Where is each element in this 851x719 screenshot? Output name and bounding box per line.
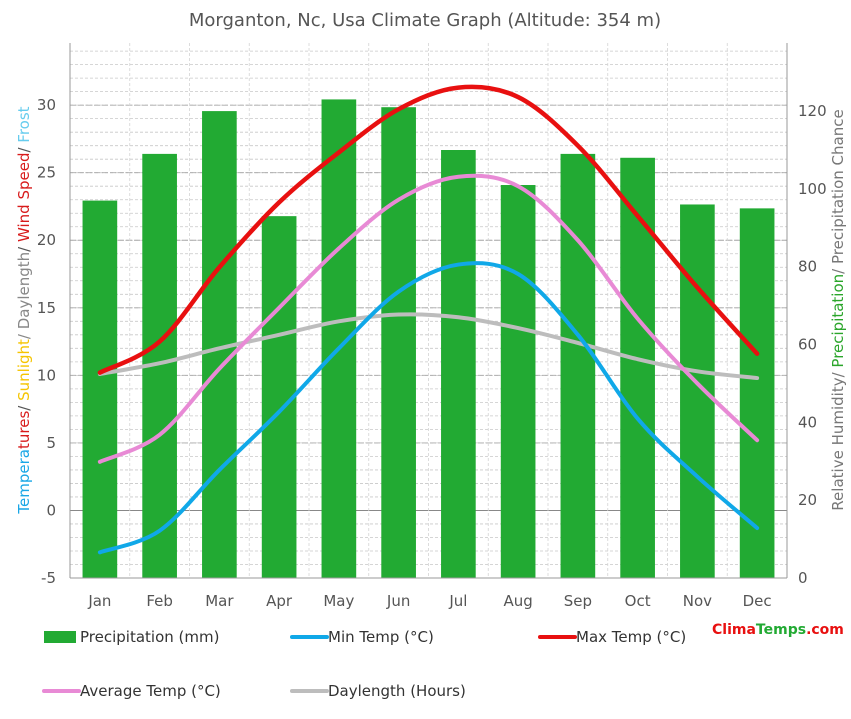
brand-clima: Clima	[712, 622, 756, 638]
legend-label: Precipitation (mm)	[80, 628, 219, 646]
axis-label-part: / Daylength	[15, 252, 33, 339]
axis-label-part: Wind Speed	[15, 153, 33, 243]
brand-com: .com	[806, 622, 844, 638]
left-tick-label: 25	[37, 164, 56, 182]
series-lines	[97, 84, 760, 555]
series-line	[97, 173, 760, 464]
axis-label-part: Relative Humidity/	[829, 368, 847, 511]
x-tick-label: Nov	[683, 592, 712, 610]
x-tick-label: Feb	[146, 592, 173, 610]
precipitation-bar	[560, 153, 596, 578]
chart-title: Morganton, Nc, Usa Climate Graph (Altitu…	[189, 10, 661, 31]
axis-label-part: Tempera	[15, 449, 33, 515]
right-tick-label: 0	[798, 569, 808, 587]
legend-label: Min Temp (°C)	[328, 628, 434, 646]
grid	[69, 43, 788, 579]
right-tick-label: 40	[798, 413, 817, 431]
precipitation-bar	[441, 150, 476, 578]
axis-label-part: /	[15, 143, 33, 153]
left-tick-label: 20	[37, 231, 56, 249]
left-tick-label: -5	[41, 569, 56, 587]
brand-temps: Temps	[756, 622, 806, 638]
left-axis-label: Temperatures/ Sunlight/ Daylength/ Wind …	[15, 106, 33, 514]
precipitation-bar	[739, 208, 775, 578]
axis-label-part: /	[15, 401, 33, 411]
axis-label-part: / Precipitation Chance	[829, 109, 847, 274]
right-axis-label: Relative Humidity/ Precipitation/ Precip…	[829, 109, 847, 510]
right-tick-label: 120	[798, 102, 827, 120]
right-tick-label: 20	[798, 491, 817, 509]
x-tick-label: Dec	[743, 592, 772, 610]
left-tick-label: 30	[37, 96, 56, 114]
x-tick-label: Sep	[564, 592, 592, 610]
right-tick-label: 100	[798, 180, 827, 198]
left-tick-label: 0	[46, 501, 56, 519]
right-tick-label: 80	[798, 258, 817, 276]
right-tick-label: 60	[798, 336, 817, 354]
precipitation-bar	[680, 204, 715, 579]
left-tick-label: 10	[37, 366, 56, 384]
left-tick-label: 15	[37, 299, 56, 317]
precipitation-bar	[381, 107, 416, 578]
axis-label-part: Precipitation	[829, 274, 847, 368]
x-tick-label: Jun	[386, 592, 410, 610]
series-line	[97, 84, 760, 375]
x-tick-label: Mar	[205, 592, 234, 610]
left-tick-label: 5	[46, 434, 56, 452]
x-tick-label: Jan	[87, 592, 111, 610]
axis-label-part: /	[15, 242, 33, 252]
legend-swatch	[44, 631, 76, 643]
x-tick-label: May	[323, 592, 354, 610]
axis-label-part: tures	[15, 411, 33, 449]
legend-label: Max Temp (°C)	[576, 628, 686, 646]
axis-label-part: Frost	[15, 106, 33, 142]
x-tick-label: Apr	[266, 592, 293, 610]
precipitation-bar	[620, 157, 655, 579]
x-tick-label: Aug	[503, 592, 532, 610]
precipitation-bar	[500, 185, 536, 578]
legend: Precipitation (mm) Min Temp (°C) Max Temp …	[42, 628, 686, 700]
precipitation-bar	[82, 200, 118, 578]
legend-label: Average Temp (°C)	[80, 682, 221, 700]
x-tick-label: Oct	[625, 592, 651, 610]
brand-logo[interactable]: ClimaTemps.com	[712, 622, 844, 638]
x-tick-label: Jul	[448, 592, 467, 610]
legend-label: Daylength (Hours)	[328, 682, 466, 700]
series-line	[97, 312, 760, 381]
axes: -5 0 5 10 15 20 25 30 0 20 40 60 80 100 120 Jan Feb Mar Ap…	[37, 43, 827, 610]
axis-label-part: Sunlight	[15, 339, 33, 401]
series-line	[97, 261, 760, 555]
